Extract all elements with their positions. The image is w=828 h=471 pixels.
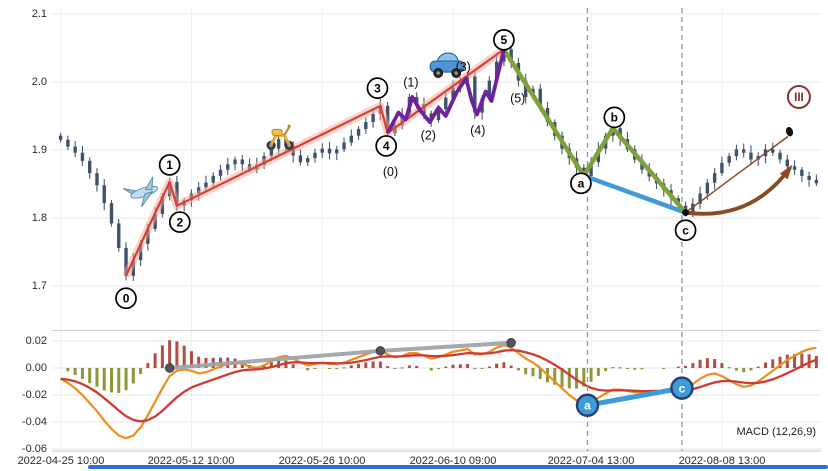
- wave-label-0[interactable]: 0: [115, 287, 137, 310]
- wave-label-c[interactable]: c: [674, 219, 697, 242]
- wave-label-4[interactable]: 4: [375, 135, 398, 157]
- wave-label-2[interactable]: 2: [168, 211, 191, 233]
- wave-sublabel[interactable]: (4): [470, 123, 485, 137]
- wave-label-5[interactable]: 5: [493, 28, 515, 51]
- macd-line: [60, 343, 817, 440]
- wave-label-1[interactable]: 1: [158, 154, 181, 176]
- wave-labels: 0 1 2 3 4 5 (0) (1) (2) (3) (4) (5) a b c: [115, 28, 697, 310]
- wave-label-target[interactable]: III: [786, 84, 811, 109]
- macd-y-tick-label: -0.04: [21, 416, 47, 428]
- gridlines: [52, 8, 821, 452]
- y-tick-label: 1.7: [31, 280, 47, 292]
- scooter-icon[interactable]: [266, 124, 294, 150]
- svg-text:c: c: [682, 223, 689, 237]
- y-tick-label: 1.9: [31, 144, 47, 156]
- svg-text:a: a: [578, 177, 585, 191]
- y-tick-label: 1.8: [31, 212, 47, 224]
- x-tick-label: 2022-04-25 10:00: [17, 455, 105, 467]
- x-tick-label: 2022-05-12 10:00: [147, 455, 235, 467]
- macd-abc-segment[interactable]: ac: [575, 376, 694, 417]
- range-scrollbar[interactable]: [88, 465, 828, 469]
- svg-text:3: 3: [374, 81, 381, 95]
- wave-label-a[interactable]: a: [570, 172, 592, 195]
- airplane-icon[interactable]: [122, 176, 161, 210]
- vertical-guides: [586, 8, 683, 451]
- macd-trendline[interactable]: [164, 338, 516, 373]
- macd-histogram: [66, 340, 818, 393]
- car-icon[interactable]: [429, 52, 465, 78]
- macd-y-tick-label: -0.02: [21, 389, 47, 401]
- x-tick-label: 2022-05-26 10:00: [278, 455, 366, 467]
- wave-label-b[interactable]: b: [603, 106, 626, 129]
- wave-sublabel[interactable]: (1): [403, 76, 418, 90]
- wave-sublabel[interactable]: (0): [383, 165, 398, 179]
- wave-label-3[interactable]: 3: [366, 77, 389, 99]
- x-tick-label: 2022-06-10 09:00: [409, 455, 497, 467]
- wave-sublabel[interactable]: (3): [456, 60, 471, 74]
- svg-text:4: 4: [383, 139, 390, 153]
- macd-y-tick-label: 0.02: [25, 335, 47, 347]
- projection-path[interactable]: [682, 126, 794, 216]
- x-tick-label: 2022-07-04 13:00: [547, 455, 635, 467]
- svg-text:III: III: [794, 92, 804, 104]
- svg-text:c: c: [679, 381, 686, 395]
- svg-text:b: b: [611, 111, 618, 125]
- svg-text:1: 1: [166, 158, 173, 172]
- y-tick-label: 2.1: [31, 8, 47, 20]
- macd-y-tick-label: -0.06: [21, 443, 47, 455]
- svg-text:5: 5: [501, 33, 508, 47]
- macd-signal-line: [60, 348, 817, 423]
- y-tick-label: 2.0: [31, 76, 47, 88]
- x-tick-label: 2022-08-08 13:00: [678, 455, 766, 467]
- svg-text:0: 0: [123, 291, 130, 305]
- macd-y-tick-label: 0.00: [25, 362, 47, 374]
- macd-params-label: MACD (12,26,9): [736, 426, 816, 438]
- wave-sublabel[interactable]: (5): [510, 91, 525, 105]
- elliott-waves[interactable]: [122, 46, 688, 278]
- svg-text:a: a: [584, 399, 591, 413]
- svg-text:2: 2: [176, 215, 183, 229]
- wave-sublabel[interactable]: (2): [421, 129, 436, 143]
